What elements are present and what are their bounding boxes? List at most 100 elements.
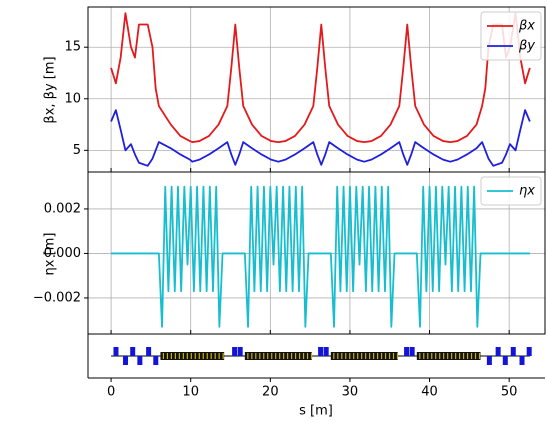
x-tick-label: 20 [262,385,279,400]
quadrupole [495,347,501,356]
y-axis-label: ηx [m] [43,233,58,276]
dipole-string [244,352,312,360]
legend-box [480,11,542,61]
dipole-mark [214,353,216,359]
y-axis-label: βx, βy [m] [43,56,58,123]
quadrupole [232,347,238,356]
dipole-mark [295,353,297,359]
dipole-mark [361,353,363,359]
y-tick-label: 0.002 [44,201,81,216]
x-tick-label: 0 [107,385,115,400]
dipole-mark [291,353,293,359]
quadrupole [323,347,329,356]
quadrupole [113,347,119,356]
dipole-mark [271,353,273,359]
y-tick-label: 15 [64,40,81,55]
x-tick-label: 50 [501,385,518,400]
dipole-mark [474,353,477,359]
dipole-mark [443,353,445,359]
legend-label: βx [518,19,535,34]
quadrupole [137,356,143,365]
dipole-mark [194,353,196,359]
dipole-mark [218,353,220,359]
dipole-mark [275,353,277,359]
quadrupole [404,347,410,356]
dipole-mark [170,353,173,359]
data-line [111,185,530,328]
dipole-mark [247,353,249,359]
dipole-mark [222,353,224,359]
quadrupole [519,356,525,365]
dipole-mark [388,353,391,359]
dipole-mark [306,353,309,359]
quadrupole [526,347,532,356]
dipole-mark [459,353,461,359]
dipole-string [330,352,398,360]
quadrupole [153,356,159,365]
dipole-mark [373,353,375,359]
dipole-mark [392,353,395,359]
dipole-mark [210,353,212,359]
plots: 5 10 15 βx βy 0.002 0.000 −0.002 ηx 0 10 20 30 40 50 [33,6,546,400]
dipole-mark [439,353,441,359]
dipole-mark [166,353,169,359]
dipole-string [160,352,225,360]
dipole-mark [255,353,257,359]
quadrupole [486,356,492,365]
dipole-mark [162,353,165,359]
plot-frame [87,171,546,335]
dipole-mark [451,353,453,359]
dipole-mark [384,353,387,359]
y-tick-label: −0.002 [33,290,81,305]
y-tick-label: 10 [64,91,81,106]
quadrupole [146,347,152,356]
dipole-mark [198,353,200,359]
dipole-mark [174,353,176,359]
dipole-mark [259,353,261,359]
x-tick-label: 30 [342,385,359,400]
dipole-mark [380,353,383,359]
dipole-mark [190,353,192,359]
data-line [110,109,531,167]
dipole-mark [470,353,473,359]
legend-label: βy [518,39,535,54]
quadrupole [123,356,129,365]
dipole-mark [341,353,343,359]
dipole-mark [202,353,204,359]
quadrupole [130,347,136,356]
dipole-mark [349,353,351,359]
dipole-mark [353,353,355,359]
dipole-mark [251,353,253,359]
quadrupole [409,347,415,356]
dipole-mark [455,353,457,359]
dipole-string [416,352,481,360]
dipole-mark [267,353,269,359]
y-tick-label: 5 [73,143,81,158]
quadrupole [510,347,516,356]
dipole-mark [396,353,399,359]
dipole-mark [337,353,339,359]
dipole-mark [345,353,347,359]
dipole-mark [263,353,265,359]
data-line [110,12,531,143]
dipole-mark [206,353,208,359]
y-tick-label: 0.000 [44,246,81,261]
dipole-mark [427,353,429,359]
quadrupole [318,347,324,356]
dipole-mark [178,353,180,359]
dipole-mark [182,353,184,359]
dipole-mark [298,353,301,359]
quadrupole [502,356,508,365]
dipole-mark [279,353,281,359]
x-axis-label: s [m] [299,404,333,419]
legend-label: ηx [519,184,535,199]
dipole-mark [423,353,425,359]
dipole-mark [419,353,421,359]
dipole-mark [302,353,305,359]
dipole-mark [466,353,469,359]
dipole-mark [435,353,437,359]
x-tick-label: 40 [421,385,438,400]
dipole-mark [447,353,449,359]
dipole-mark [377,353,379,359]
